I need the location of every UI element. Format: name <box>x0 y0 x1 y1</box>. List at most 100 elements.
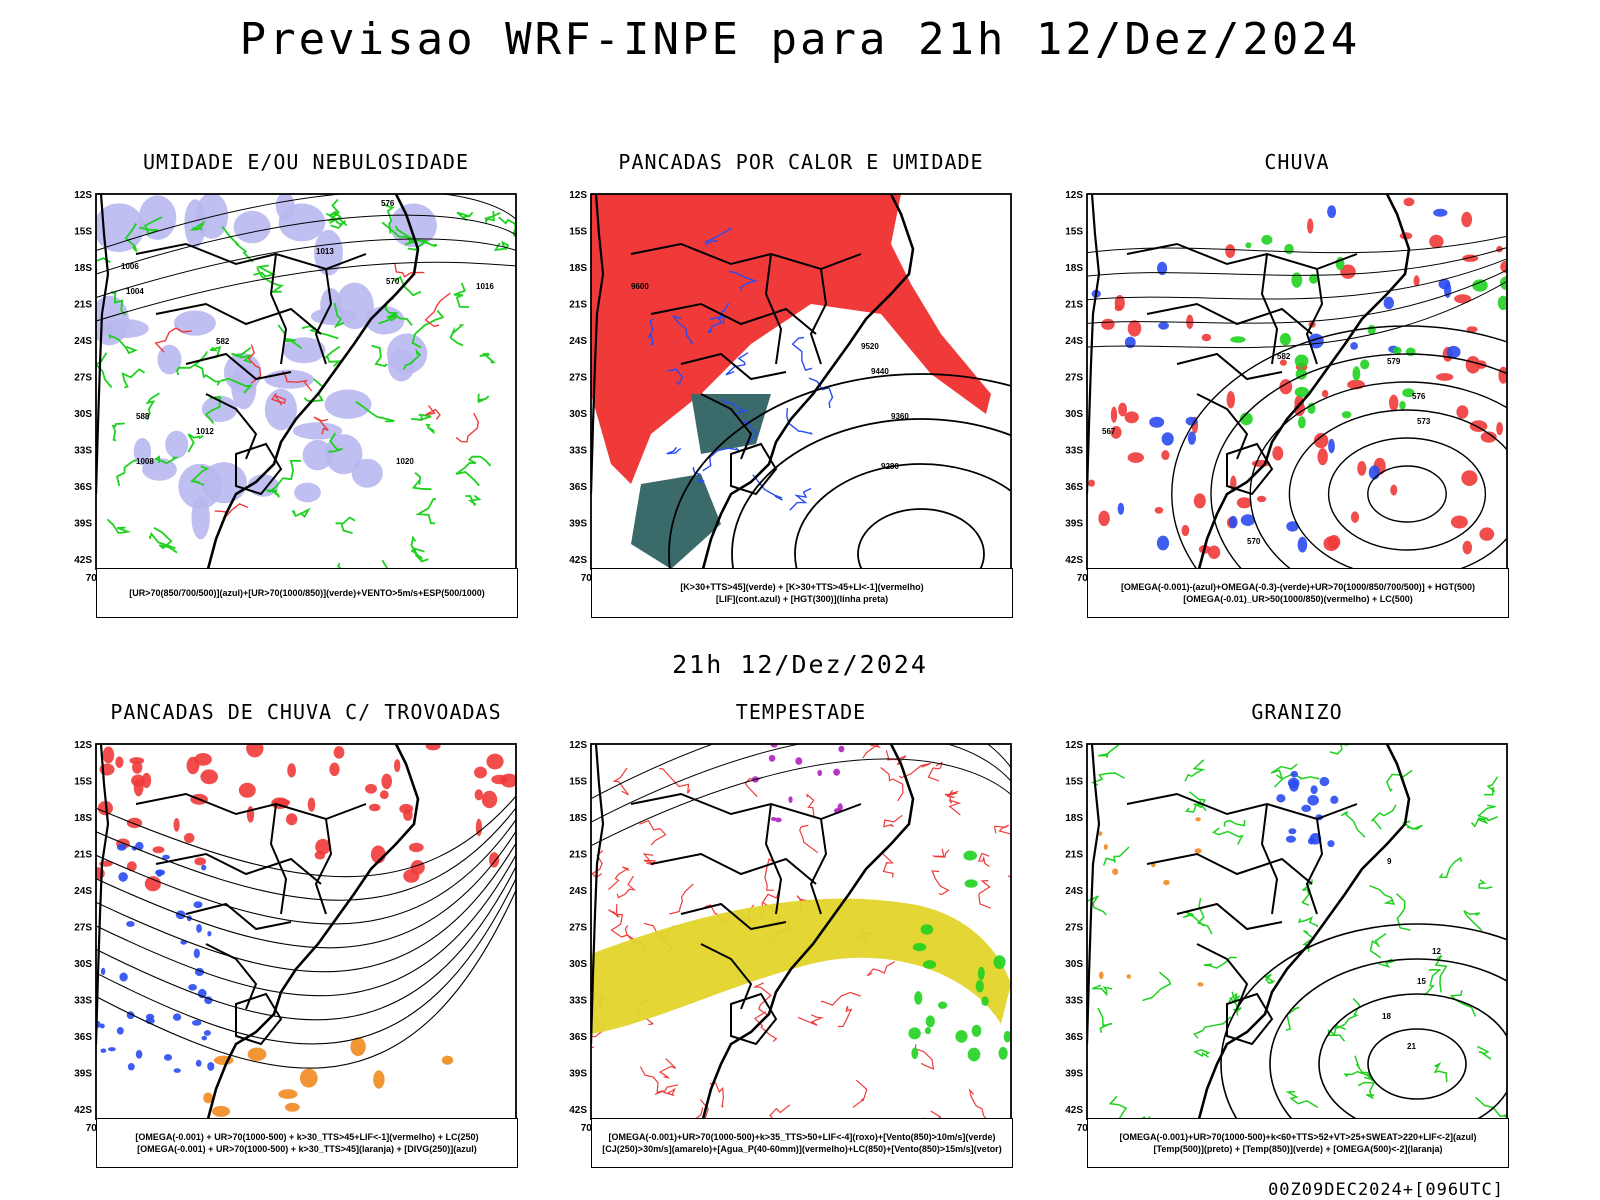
map-base <box>96 194 420 569</box>
lat-tick-label: 27S <box>74 373 92 384</box>
map-panel: CHUVA12S15S18S21S24S27S30S33S36S39S42S70… <box>1051 150 1521 630</box>
map-base <box>591 744 915 1119</box>
lat-tick-label: 24S <box>569 886 587 897</box>
contour-label: 1006 <box>121 262 139 271</box>
panel-title: PANCADAS POR CALOR E UMIDADE <box>618 150 984 174</box>
lat-tick-label: 30S <box>74 409 92 420</box>
geopotential-500 <box>1171 325 1507 569</box>
wind-850-green <box>908 850 1011 1062</box>
storm-red <box>96 744 516 892</box>
lat-tick-label: 30S <box>1065 959 1083 970</box>
legend-text: [OMEGA(-0.001)+UR>70(1000-500)+k>35_TTS>… <box>608 1132 996 1142</box>
wind-vectors <box>591 744 1011 847</box>
lat-tick-label: 42S <box>74 555 92 566</box>
lat-tick-label: 24S <box>1065 886 1083 897</box>
map-area: 582 579 576 573 570 567 <box>1086 193 1508 570</box>
legend-box: [K>30+TTS>45](verde) + [K>30+TTS>45+LI<-… <box>591 568 1013 618</box>
contour-label: 12 <box>1432 947 1441 956</box>
lat-tick-label: 36S <box>74 1032 92 1043</box>
lat-tick-label: 18S <box>1065 263 1083 274</box>
map-panel: GRANIZO 12S 15S 18S 21S 24S 27S 30S 33S 36S 39S 42S… <box>1051 700 1521 1180</box>
contour-label: 567 <box>1102 427 1116 436</box>
panel-title: GRANIZO <box>1251 700 1343 724</box>
lat-tick-label: 33S <box>74 446 92 457</box>
contour-label: 588 <box>136 412 150 421</box>
wind-streamlines <box>1087 235 1507 349</box>
lat-tick-label: 39S <box>569 519 587 530</box>
lifted-index-contours <box>647 227 834 511</box>
contour-label: 570 <box>1247 537 1261 546</box>
legend-text: [Temp(500)](preto) + [Temp(850)](verde) … <box>1153 1144 1443 1154</box>
lat-tick-label: 27S <box>74 923 92 934</box>
legend-text: [K>30+TTS>45](verde) + [K>30+TTS>45+LI<-… <box>680 582 924 592</box>
contour-label: 21 <box>1407 1042 1416 1051</box>
legend-box: [UR>70(850/700/500)](azul)+[UR>70(1000/8… <box>96 568 518 618</box>
lat-tick-label: 21S <box>74 850 92 861</box>
contour-label: 576 <box>381 199 395 208</box>
legend-text: [OMEGA(-0.001) + UR>70(1000-500) + k>30_… <box>137 1144 477 1154</box>
legend-text: [OMEGA(-0.001)+UR>70(1000-500)+k<60+TTS>… <box>1119 1132 1477 1142</box>
lat-tick-label: 36S <box>74 482 92 493</box>
panel-title: PANCADAS DE CHUVA C/ TROVOADAS <box>110 700 502 724</box>
contour-label: 9440 <box>871 367 889 376</box>
lat-tick-label: 33S <box>1065 446 1083 457</box>
lat-tick-label: 39S <box>74 519 92 530</box>
omega-orange <box>1097 817 1204 987</box>
lat-tick-label: 12S <box>74 740 92 751</box>
jet-stream-area <box>591 898 1011 1034</box>
map-figure: 12S15S18S21S24S27S30S33S36S39S42S70W65W6… <box>74 740 517 1134</box>
legend-text: [OMEGA(-0.01)_UR>50(1000/850)(vermelho) … <box>1183 594 1413 604</box>
divergence-blue <box>96 841 215 1073</box>
rain-red <box>1088 197 1507 559</box>
lat-tick-label: 42S <box>569 1105 587 1116</box>
lat-tick-label: 12S <box>1065 740 1083 751</box>
rain-green <box>1230 234 1507 429</box>
lat-tick-label: 12S <box>569 190 587 201</box>
severe-purple <box>751 744 845 823</box>
lat-tick-label: 21S <box>74 300 92 311</box>
panel-title: TEMPESTADE <box>735 700 867 724</box>
lat-tick-label: 33S <box>569 996 587 1007</box>
contour-label: 576 <box>1412 392 1426 401</box>
thickness-contours <box>154 262 480 519</box>
panel-title: UMIDADE E/OU NEBULOSIDADE <box>142 150 470 174</box>
lat-tick-label: 33S <box>1065 996 1083 1007</box>
lat-tick-label: 21S <box>1065 300 1083 311</box>
lat-tick-label: 12S <box>74 190 92 201</box>
hail-blue <box>1276 770 1339 848</box>
contour-label: 579 <box>1387 357 1401 366</box>
contour-label: 1012 <box>196 427 214 436</box>
lat-tick-label: 39S <box>1065 519 1083 530</box>
lat-tick-label: 30S <box>1065 409 1083 420</box>
rain-blue <box>1091 205 1461 553</box>
lat-tick-label: 12S <box>1065 190 1083 201</box>
lat-tick-label: 42S <box>1065 1105 1083 1116</box>
legend-text: [OMEGA(-0.001) + UR>70(1000-500) + k>30_… <box>135 1132 479 1142</box>
lat-tick-label: 30S <box>74 959 92 970</box>
lat-tick-label: 12S <box>569 740 587 751</box>
map-base <box>591 194 915 569</box>
contour-label: 9360 <box>891 412 909 421</box>
instability-area <box>591 194 991 569</box>
lat-tick-label: 15S <box>1065 777 1083 788</box>
contour-label: 573 <box>1417 417 1431 426</box>
panel-title: CHUVA <box>1264 150 1330 174</box>
temperature-500 <box>1220 923 1507 1119</box>
legend-box: [OMEGA(-0.001)+UR>70(1000-500)+k<60+TTS>… <box>1087 1118 1509 1168</box>
map-base <box>1087 194 1411 569</box>
forecast-time-title: 21h 12/Dez/2024 <box>672 650 928 679</box>
lat-tick-label: 18S <box>74 263 92 274</box>
contour-label: 9280 <box>881 462 899 471</box>
contour-label: 9520 <box>861 342 879 351</box>
contour-label: 582 <box>216 337 230 346</box>
lat-tick-label: 24S <box>74 886 92 897</box>
legend-text: [UR>70(850/700/500)](azul)+[UR>70(1000/8… <box>129 588 485 598</box>
lat-tick-label: 39S <box>1065 1069 1083 1080</box>
main-title: Previsao WRF-INPE para 21h 12/Dez/2024 <box>239 14 1361 65</box>
lat-tick-label: 27S <box>569 373 587 384</box>
lat-tick-label: 39S <box>74 1069 92 1080</box>
lat-tick-label: 30S <box>569 959 587 970</box>
lat-tick-label: 39S <box>569 1069 587 1080</box>
lat-tick-label: 21S <box>569 300 587 311</box>
contour-label: 9600 <box>631 282 649 291</box>
